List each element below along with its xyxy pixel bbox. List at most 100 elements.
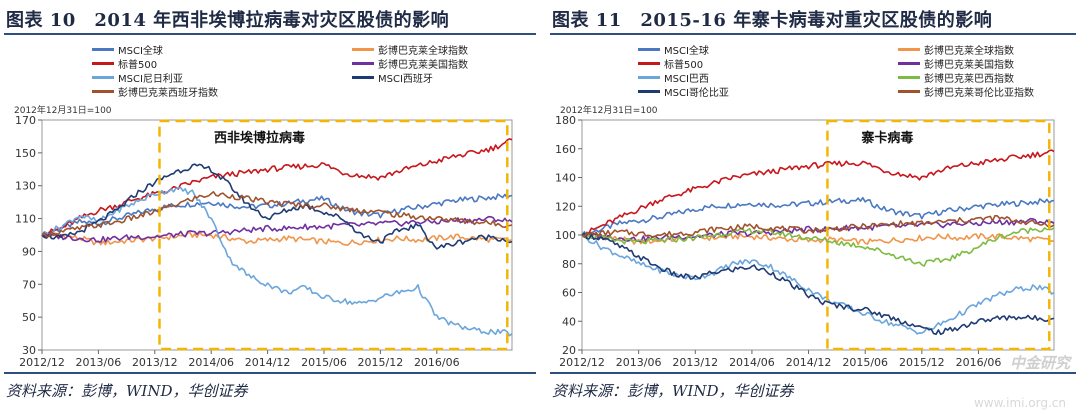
x-tick-label: 2014/12 [786, 356, 832, 367]
series-line-4 [41, 215, 513, 243]
legend-swatch [92, 76, 114, 79]
series-line-5 [41, 186, 513, 337]
legend-label: 标普500 [118, 60, 158, 71]
title-divider [550, 33, 1076, 35]
base-note: 2012年12月31日=100 [560, 106, 658, 116]
series-line-2 [581, 232, 1055, 246]
y-tick-label: 70 [22, 278, 36, 291]
legend-label: 标普500 [664, 60, 704, 71]
y-tick-label: 50 [22, 311, 36, 324]
line-chart: 30 50 70 90 110 130 150 170 2012/12 2013/06 2013/1… [15, 114, 513, 367]
legend-item: 彭博巴克莱巴西指数 [898, 70, 1014, 85]
chart-panel-ebola: 图表 10 2014 年西非埃博拉病毒对灾区股债的影响 MSCI全球 彭博巴克莱全… [0, 10, 540, 400]
legend-swatch [638, 90, 660, 93]
y-tick-label: 110 [15, 213, 36, 226]
series-line-6 [581, 227, 1055, 267]
figure-title: 图表 10 2014 年西非埃博拉病毒对灾区股债的影响 [6, 10, 450, 31]
legend-swatch [92, 90, 114, 93]
series-line-6 [41, 163, 513, 250]
legend-item: 彭博巴克莱哥伦比亚指数 [898, 84, 1034, 99]
y-tick-label: 80 [562, 258, 576, 271]
y-tick-label: 130 [15, 180, 36, 193]
legend-label: MSCI尼日利亚 [118, 74, 183, 85]
series-line-3 [41, 138, 513, 238]
y-tick-label: 60 [562, 287, 576, 300]
chart-panel-zika: 图表 11 2015-16 年寨卡病毒对重灾区股债的影响 MSCI全球 彭博巴克莱… [546, 0, 1080, 420]
legend-label: 彭博巴克莱巴西指数 [924, 74, 1014, 85]
y-tick-label: 100 [555, 229, 576, 242]
legend-label: 彭博巴克莱美国指数 [924, 60, 1014, 71]
legend-swatch [898, 48, 920, 51]
y-tick-label: 150 [15, 147, 36, 160]
legend-label: MSCI全球 [118, 46, 163, 57]
series-line-1 [41, 193, 513, 237]
legend-item: MSCI巴西 [638, 70, 709, 85]
x-tick-label: 2013/12 [132, 356, 178, 367]
chart-legend: MSCI全球 彭博巴克莱全球指数标普500 彭博巴克莱美国指数 MSCI尼日利亚 MSC… [0, 38, 540, 99]
legend-item: MSCI全球 [92, 42, 163, 57]
x-tick-label: 2015/12 [899, 356, 945, 367]
legend-label: 彭博巴克莱哥伦比亚指数 [924, 88, 1034, 99]
y-tick-label: 40 [562, 315, 576, 328]
x-tick-label: 2012/12 [19, 356, 65, 367]
event-annotation-label: 西非埃博拉病毒 [214, 130, 305, 146]
legend-label: 彭博巴克莱全球指数 [378, 46, 468, 57]
event-highlight-box [826, 119, 1051, 351]
title-divider [4, 33, 536, 35]
x-tick-label: 2016/06 [956, 356, 1002, 367]
legend-item: 彭博巴克莱全球指数 [898, 42, 1014, 57]
series-line-2 [41, 231, 513, 246]
legend-swatch [352, 48, 374, 51]
series-line-7 [41, 191, 513, 238]
chart-legend: MSCI全球 彭博巴克莱全球指数 标普500 彭博巴克莱美国指数 MSCI巴西 彭博巴克莱… [546, 38, 1080, 99]
watermark-text: 中金研究 [1009, 354, 1070, 372]
watermark-url: www.imi.org.cn [973, 396, 1066, 410]
x-tick-label: 2013/12 [672, 356, 718, 367]
legend-label: 彭博巴克莱美国指数 [378, 60, 468, 71]
legend-label: 彭博巴克莱西班牙指数 [118, 88, 218, 99]
legend-label: 彭博巴克莱全球指数 [924, 46, 1014, 57]
legend-item: MSCI哥伦比亚 [638, 84, 729, 99]
series-line-7 [581, 232, 1055, 336]
plot-frame [41, 119, 513, 351]
legend-item: 彭博巴克莱美国指数 [898, 56, 1014, 71]
legend-swatch [638, 76, 660, 79]
legend-swatch [898, 90, 920, 93]
x-tick-label: 2016/06 [414, 356, 460, 367]
y-tick-label: 160 [555, 143, 576, 156]
legend-item: MSCI全球 [638, 42, 709, 57]
source-note: 资料来源：彭博，WIND，华创证券 [552, 382, 794, 400]
source-divider [550, 372, 1076, 374]
series-line-5 [581, 233, 1055, 335]
base-note: 2012年12月31日=100 [14, 106, 112, 116]
legend-swatch [898, 76, 920, 79]
y-tick-label: 170 [15, 114, 36, 127]
legend-item: 彭博巴克莱全球指数 [352, 42, 468, 57]
series-line-8 [581, 214, 1055, 239]
legend-swatch [352, 76, 374, 79]
x-tick-label: 2014/12 [245, 356, 291, 367]
legend-item: 标普500 [92, 56, 157, 71]
y-tick-label: 120 [555, 200, 576, 213]
legend-item: 标普500 [638, 56, 703, 71]
series-line-3 [581, 149, 1055, 238]
source-divider [4, 372, 536, 374]
y-tick-label: 20 [562, 344, 576, 357]
x-tick-label: 2015/12 [358, 356, 404, 367]
legend-label: MSCI西班牙 [378, 74, 433, 85]
legend-label: MSCI哥伦比亚 [664, 88, 729, 99]
legend-swatch [898, 62, 920, 65]
x-tick-label: 2015/06 [842, 356, 888, 367]
legend-label: MSCI全球 [664, 46, 709, 57]
legend-swatch [638, 62, 660, 65]
x-tick-label: 2015/06 [301, 356, 347, 367]
x-tick-label: 2014/06 [729, 356, 775, 367]
line-chart: 20 40 60 80 100 120 140 160 180 2012/12 2013/06 201… [555, 114, 1055, 367]
y-tick-label: 90 [22, 245, 36, 258]
x-tick-label: 2012/12 [559, 356, 605, 367]
legend-item: 彭博巴克莱美国指数 [352, 56, 468, 71]
legend-swatch [92, 48, 114, 51]
y-tick-label: 180 [555, 114, 576, 127]
x-tick-label: 2013/06 [616, 356, 662, 367]
legend-swatch [352, 62, 374, 65]
